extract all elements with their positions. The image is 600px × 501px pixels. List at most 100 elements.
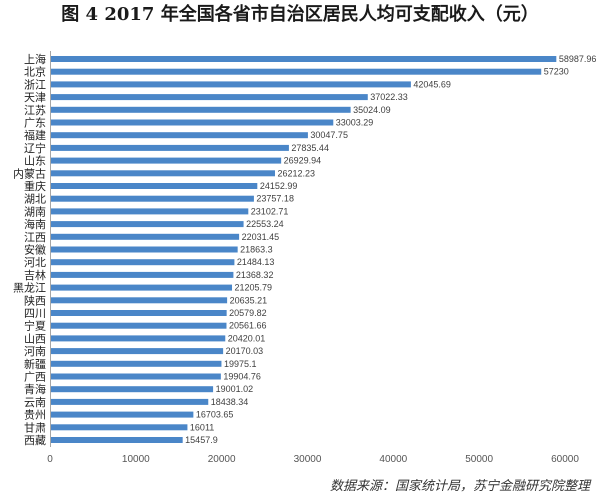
category-label-18: 吉林 (24, 268, 46, 282)
category-label-27: 青海 (24, 382, 46, 396)
bar-28 (51, 398, 209, 405)
value-label-15: 22031.45 (242, 232, 280, 242)
category-label-26: 广西 (24, 371, 46, 384)
bar-18 (51, 271, 234, 278)
value-label-24: 20170.03 (226, 346, 264, 356)
bar-3 (51, 81, 411, 88)
bar-13 (51, 208, 249, 215)
bar-19 (51, 284, 233, 291)
value-label-2: 57230 (544, 67, 569, 77)
bar-23 (51, 335, 226, 342)
category-label-29: 贵州 (24, 409, 46, 422)
value-label-13: 23102.71 (251, 206, 289, 216)
chart-title: 图 4 2017 年全国各省市自治区居民人均可支配收入（元） (61, 4, 539, 25)
value-label-19: 21205.79 (235, 283, 273, 293)
category-label-31: 西藏 (24, 434, 46, 447)
bar-21 (51, 310, 227, 316)
category-label-10: 内蒙古 (13, 166, 46, 180)
value-label-4: 37022.33 (370, 92, 408, 102)
value-label-17: 21484.13 (237, 257, 275, 267)
bar-1 (51, 56, 557, 62)
value-label-8: 27835.44 (291, 143, 329, 153)
bar-8 (51, 144, 289, 151)
category-label-23: 山西 (24, 332, 46, 345)
category-label-16: 安徽 (24, 243, 46, 257)
bar-chart: 上海 58987.96 北京 57230 浙江 42045.69 天津 37022.33 江苏 3… (13, 51, 597, 465)
value-label-5: 35024.09 (353, 105, 391, 115)
category-label-15: 江西 (24, 231, 46, 244)
x-tick-label-2: 10000 (122, 454, 150, 465)
x-tick-label-5: 40000 (379, 454, 407, 465)
bar-24 (51, 348, 224, 355)
x-tick-label-7: 60000 (551, 454, 579, 465)
bar-5 (51, 106, 351, 113)
bar-17 (51, 259, 235, 266)
bar-14 (51, 221, 244, 228)
value-label-11: 24152.99 (260, 181, 298, 191)
value-label-3: 42045.69 (413, 79, 451, 89)
x-tick-label-6: 50000 (465, 454, 493, 465)
category-label-21: 四川 (24, 307, 46, 320)
category-label-1: 上海 (24, 52, 46, 66)
value-label-20: 20635.21 (230, 295, 268, 305)
value-label-21: 20579.82 (229, 308, 267, 318)
value-label-22: 20561.66 (229, 321, 267, 331)
category-label-3: 浙江 (24, 78, 46, 91)
value-label-14: 22553.24 (246, 219, 284, 229)
bar-6 (51, 119, 334, 126)
x-tick-label-1: 0 (47, 454, 53, 465)
value-label-9: 26929.94 (284, 156, 322, 166)
bar-27 (51, 386, 214, 393)
category-label-17: 河北 (24, 256, 46, 269)
value-label-29: 16703.65 (196, 410, 234, 420)
bar-15 (51, 233, 240, 240)
category-label-13: 湖南 (24, 205, 46, 218)
category-label-22: 宁夏 (24, 319, 46, 333)
category-label-2: 北京 (24, 65, 46, 79)
bar-29 (51, 411, 194, 418)
bar-25 (51, 360, 222, 367)
value-label-16: 21863.3 (240, 245, 273, 255)
category-label-14: 海南 (24, 217, 46, 231)
value-label-31: 15457.9 (185, 435, 218, 445)
value-label-10: 26212.23 (277, 168, 315, 178)
x-tick-label-3: 20000 (208, 454, 236, 465)
value-label-27: 19001.02 (216, 384, 254, 394)
value-label-28: 18438.34 (211, 397, 249, 407)
category-label-5: 江苏 (24, 104, 46, 117)
category-label-30: 甘肃 (24, 421, 46, 434)
category-label-6: 广东 (24, 117, 46, 130)
bar-11 (51, 183, 258, 189)
bar-9 (51, 157, 282, 164)
bar-22 (51, 322, 227, 329)
value-label-7: 30047.75 (310, 130, 348, 140)
value-label-18: 21368.32 (236, 270, 274, 280)
value-label-25: 19975.1 (224, 359, 257, 369)
bar-7 (51, 132, 308, 139)
category-label-25: 新疆 (24, 357, 46, 371)
category-label-12: 湖北 (24, 193, 46, 206)
bar-26 (51, 373, 221, 380)
category-label-20: 陕西 (24, 293, 46, 307)
value-label-12: 23757.18 (256, 194, 294, 204)
bar-2 (51, 68, 542, 75)
value-label-1: 58987.96 (559, 54, 597, 64)
bar-16 (51, 246, 238, 253)
value-label-6: 33003.29 (336, 118, 374, 128)
category-label-19: 黑龙江 (13, 282, 46, 295)
category-label-24: 河南 (24, 345, 46, 358)
category-label-4: 天津 (24, 91, 46, 104)
source-note: 数据来源：国家统计局，苏宁金融研究院整理 (329, 479, 590, 494)
category-label-9: 山东 (24, 155, 46, 168)
value-label-30: 16011 (190, 422, 214, 432)
bar-10 (51, 170, 275, 177)
x-tick-label-4: 30000 (294, 454, 322, 465)
bar-4 (51, 94, 368, 101)
category-label-8: 辽宁 (24, 141, 46, 155)
value-label-23: 20420.01 (228, 333, 266, 343)
bar-20 (51, 297, 228, 304)
category-label-7: 福建 (24, 128, 46, 142)
category-label-11: 重庆 (24, 179, 46, 193)
bar-12 (51, 195, 254, 202)
bar-31 (51, 437, 183, 443)
